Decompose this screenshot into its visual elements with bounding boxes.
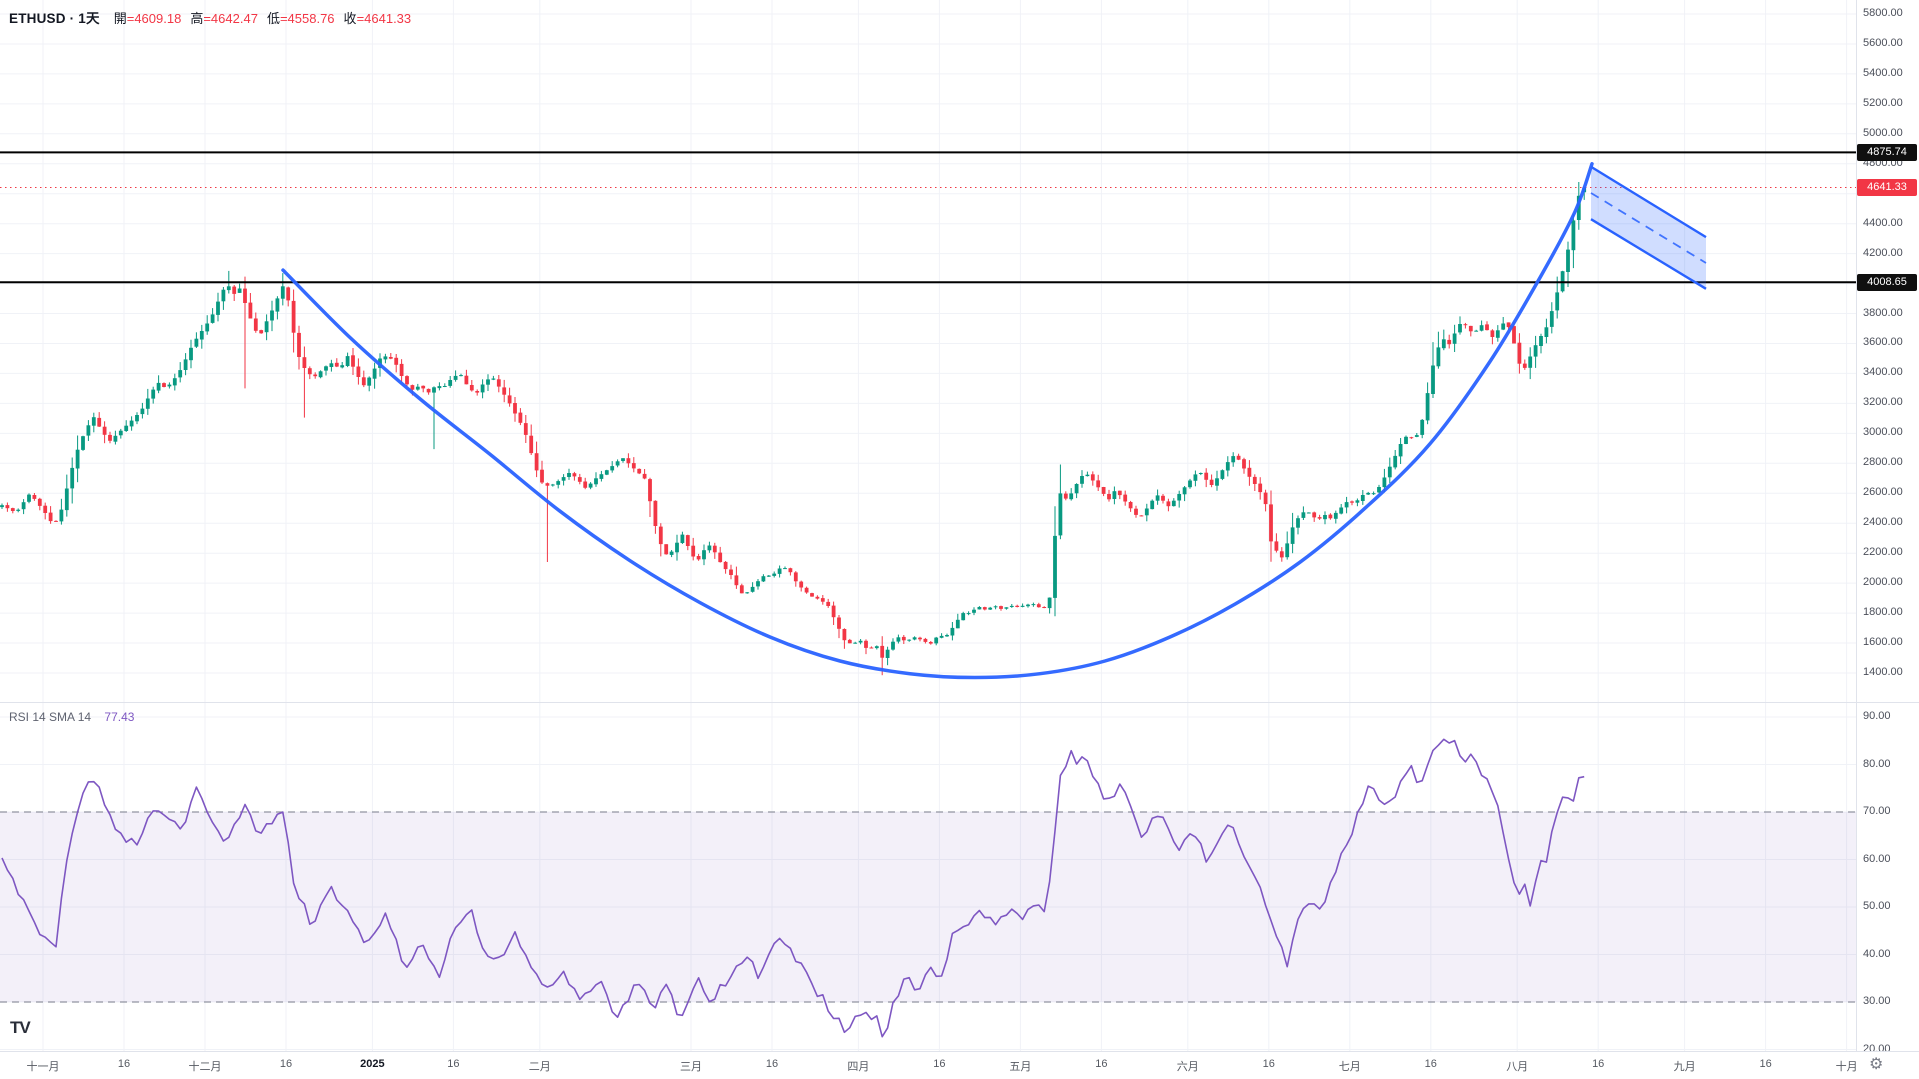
ohlc-item: 高=4642.47 [190, 11, 258, 26]
price-axis-label: 2000.00 [1863, 576, 1903, 589]
rsi-axis-label: 40.00 [1863, 947, 1891, 960]
time-axis-label[interactable]: 四月 [847, 1061, 870, 1073]
candles-layer [0, 182, 1587, 676]
price-axis-label: 5600.00 [1863, 36, 1903, 49]
price-axis-label: 1400.00 [1863, 665, 1903, 678]
time-axis-label[interactable]: 16 [279, 1058, 293, 1070]
indicator-value: 77.43 [104, 710, 135, 724]
ohlc-value: =4641.33 [356, 11, 412, 26]
time-axis-label[interactable]: 16 [765, 1058, 779, 1070]
price-axis-label: 3000.00 [1863, 426, 1903, 439]
time-axis-label[interactable]: 16 [1592, 1058, 1605, 1070]
price-axis-label: 5200.00 [1863, 96, 1903, 109]
time-axis-label[interactable]: 16 [1424, 1058, 1437, 1070]
time-axis-label[interactable]: 八月 [1506, 1061, 1529, 1073]
ohlc-value: =4558.76 [279, 11, 335, 26]
time-axis-label[interactable]: 十二月 [188, 1061, 222, 1073]
gear-icon[interactable]: ⚙ [1869, 1056, 1884, 1073]
ohlc-label: 低 [266, 11, 280, 26]
ohlc-label: 開 [113, 11, 127, 26]
price-level-badge[interactable]: 4875.74 [1857, 143, 1917, 161]
ohlc-item: 收=4641.33 [344, 11, 412, 26]
rsi-axis-label: 30.00 [1863, 995, 1891, 1007]
rsi-axis-label: 90.00 [1863, 710, 1891, 722]
ohlc-values: 開=4609.18 高=4642.47 低=4558.76 收=4641.33 [114, 11, 420, 26]
price-axis-label: 2400.00 [1863, 516, 1903, 529]
price-axis-label: 5400.00 [1863, 66, 1903, 79]
price-axis-label: 1800.00 [1863, 606, 1903, 619]
price-axis-label: 2800.00 [1863, 456, 1903, 469]
price-axis-label: 3200.00 [1863, 396, 1903, 409]
ohlc-value: =4642.47 [203, 11, 258, 26]
time-axis-label[interactable]: 16 [1262, 1058, 1275, 1070]
indicator-title: RSI 14 SMA 14 [9, 710, 92, 724]
time-axis-label[interactable]: 六月 [1176, 1061, 1199, 1073]
time-axis-label[interactable]: 二月 [528, 1061, 551, 1073]
rsi-axis-label: 50.00 [1863, 900, 1891, 912]
price-axis-label: 3400.00 [1863, 366, 1903, 379]
price-axis-label: 3800.00 [1863, 306, 1903, 319]
time-axis-label[interactable]: 十一月 [26, 1061, 60, 1073]
time-axis-label[interactable]: 16 [117, 1058, 131, 1070]
tradingview-logo[interactable]: TV [10, 1018, 31, 1037]
levels-layer [0, 151, 1856, 284]
symbol-title[interactable]: ETHUSD · 1天 [9, 11, 100, 26]
price-axis-border [1856, 0, 1857, 1051]
current-price-badge[interactable]: 4641.33 [1857, 179, 1917, 197]
rsi-layer [1, 738, 1585, 1038]
price-axis-label: 4400.00 [1863, 216, 1903, 229]
rsi-axis-label: 60.00 [1863, 852, 1891, 865]
time-axis-label[interactable]: 16 [933, 1058, 946, 1070]
ohlc-label: 收 [343, 11, 357, 26]
time-axis-label[interactable]: 16 [1095, 1058, 1108, 1070]
cup-and-handle-drawing[interactable] [281, 162, 1594, 680]
price-axis-label: 5800.00 [1863, 7, 1903, 19]
ohlc-value: =4609.18 [126, 11, 182, 26]
time-axis-label[interactable]: 三月 [680, 1061, 702, 1073]
time-axis-label[interactable]: 九月 [1673, 1061, 1696, 1073]
price-axis-label: 2600.00 [1863, 486, 1903, 499]
price-axis-label: 5000.00 [1863, 126, 1903, 139]
time-axis-label[interactable]: 十月 [1835, 1061, 1858, 1073]
time-axis-label[interactable]: 16 [1759, 1058, 1772, 1070]
price-axis-label: 1600.00 [1863, 636, 1903, 649]
rsi-axis-label: 70.00 [1863, 805, 1891, 817]
ohlc-item: 開=4609.18 [114, 11, 182, 26]
price-axis-label: 4200.00 [1863, 246, 1903, 259]
price-axis-label: 3600.00 [1863, 336, 1903, 349]
grid-layer [0, 0, 1856, 1051]
flag-channel-drawing[interactable] [1590, 165, 1707, 290]
time-axis-label[interactable]: 16 [447, 1058, 460, 1070]
price-axis-label: 2200.00 [1863, 546, 1903, 559]
rsi-band [0, 811, 1856, 1003]
pane-separator[interactable] [0, 702, 1919, 703]
chart-header: ETHUSD · 1天 開=4609.18 高=4642.47 低=4558.76 收=… [9, 7, 420, 27]
time-axis-border [0, 1051, 1919, 1052]
time-axis-label[interactable]: 五月 [1009, 1061, 1032, 1073]
time-axis-label[interactable]: 2025 [360, 1058, 385, 1070]
ohlc-item: 低=4558.76 [267, 11, 335, 26]
rsi-axis-label: 20.00 [1863, 1042, 1891, 1055]
price-level-badge[interactable]: 4008.65 [1857, 273, 1917, 291]
indicator-header[interactable]: RSI 14 SMA 14 77.43 [9, 710, 134, 724]
time-axis-label[interactable]: 七月 [1338, 1061, 1361, 1073]
rsi-axis-label: 80.00 [1863, 757, 1891, 770]
ohlc-label: 高 [190, 11, 204, 26]
